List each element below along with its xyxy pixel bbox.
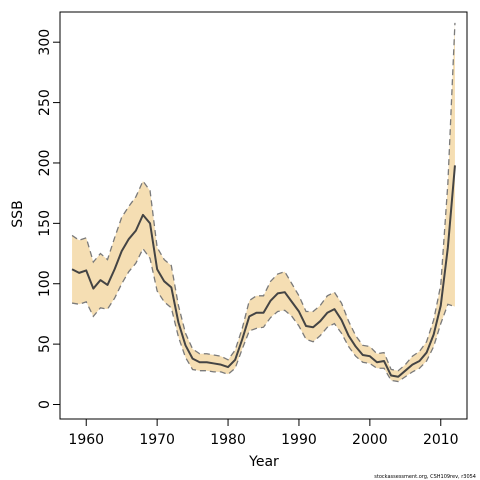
x-axis-title: Year [248,454,279,470]
x-tick-label: 1970 [139,432,175,448]
upper-bound-line [71,22,456,372]
x-tick-label: 1980 [210,432,246,448]
y-tick-label: 50 [37,335,53,353]
y-axis-title: SSB [10,200,26,227]
y-tick-label: 200 [37,150,53,177]
y-tick-label: 150 [37,210,53,237]
x-tick-label: 2000 [352,432,388,448]
y-tick-label: 300 [37,29,53,56]
axes: 1960 1970 1980 1990 2000 2010 0 50 100 150 200 250 3… [37,11,468,448]
x-tick-label: 1960 [68,432,104,448]
lower-bound-line [71,247,456,383]
y-tick-label: 0 [37,400,53,409]
y-tick-label: 250 [37,89,53,116]
x-tick-label: 1990 [281,432,317,448]
confidence-band [72,22,455,382]
plot-frame [59,11,468,420]
y-tick-label: 100 [37,270,53,297]
footnote: stockassessment.org, CSH109rev, r3054 [374,474,476,480]
x-tick-label: 2010 [423,432,459,448]
plot-area [71,22,456,383]
